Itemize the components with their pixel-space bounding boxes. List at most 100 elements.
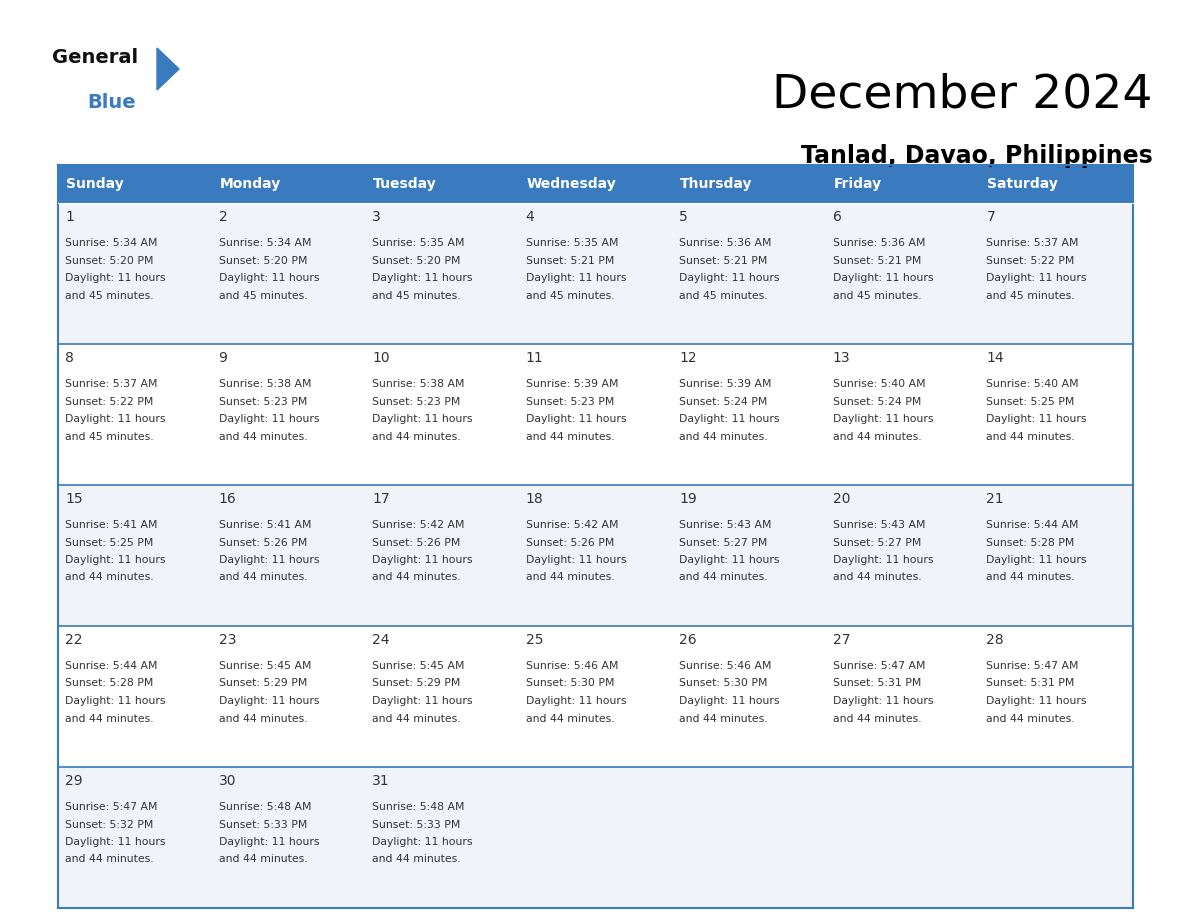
Text: and 44 minutes.: and 44 minutes.	[372, 573, 461, 583]
Text: 26: 26	[680, 633, 697, 647]
Text: and 44 minutes.: and 44 minutes.	[372, 713, 461, 723]
Text: Sunrise: 5:36 AM: Sunrise: 5:36 AM	[680, 238, 772, 248]
Text: 18: 18	[526, 492, 543, 506]
Text: and 44 minutes.: and 44 minutes.	[680, 573, 767, 583]
Text: Daylight: 11 hours: Daylight: 11 hours	[372, 555, 473, 565]
Text: and 44 minutes.: and 44 minutes.	[65, 855, 153, 865]
Text: and 44 minutes.: and 44 minutes.	[833, 431, 922, 442]
Text: Sunset: 5:26 PM: Sunset: 5:26 PM	[372, 538, 461, 547]
Text: Daylight: 11 hours: Daylight: 11 hours	[219, 696, 320, 706]
Text: Daylight: 11 hours: Daylight: 11 hours	[65, 273, 165, 283]
Text: Sunset: 5:21 PM: Sunset: 5:21 PM	[833, 255, 921, 265]
Text: Sunrise: 5:40 AM: Sunrise: 5:40 AM	[986, 379, 1079, 389]
Text: Friday: Friday	[834, 177, 881, 191]
Text: Sunset: 5:25 PM: Sunset: 5:25 PM	[986, 397, 1075, 407]
Text: Daylight: 11 hours: Daylight: 11 hours	[986, 696, 1087, 706]
Text: Sunrise: 5:47 AM: Sunrise: 5:47 AM	[986, 661, 1079, 671]
Text: 7: 7	[986, 210, 996, 224]
Text: Sunset: 5:21 PM: Sunset: 5:21 PM	[680, 255, 767, 265]
Text: Daylight: 11 hours: Daylight: 11 hours	[680, 696, 779, 706]
Text: Daylight: 11 hours: Daylight: 11 hours	[372, 696, 473, 706]
Text: and 45 minutes.: and 45 minutes.	[219, 290, 308, 300]
Text: and 44 minutes.: and 44 minutes.	[680, 713, 767, 723]
Text: Sunrise: 5:37 AM: Sunrise: 5:37 AM	[986, 238, 1079, 248]
Text: and 44 minutes.: and 44 minutes.	[372, 431, 461, 442]
Text: 9: 9	[219, 351, 227, 365]
Text: Tanlad, Davao, Philippines: Tanlad, Davao, Philippines	[801, 144, 1154, 168]
Text: and 44 minutes.: and 44 minutes.	[65, 573, 153, 583]
Text: and 44 minutes.: and 44 minutes.	[833, 573, 922, 583]
Text: and 44 minutes.: and 44 minutes.	[526, 713, 614, 723]
Text: 19: 19	[680, 492, 697, 506]
Text: 14: 14	[986, 351, 1004, 365]
Text: Sunset: 5:24 PM: Sunset: 5:24 PM	[680, 397, 767, 407]
Text: and 44 minutes.: and 44 minutes.	[219, 855, 308, 865]
Text: and 44 minutes.: and 44 minutes.	[986, 713, 1075, 723]
Text: Sunset: 5:21 PM: Sunset: 5:21 PM	[526, 255, 614, 265]
Text: Sunrise: 5:34 AM: Sunrise: 5:34 AM	[65, 238, 158, 248]
Text: Sunrise: 5:36 AM: Sunrise: 5:36 AM	[833, 238, 925, 248]
Text: and 45 minutes.: and 45 minutes.	[986, 290, 1075, 300]
Text: Sunset: 5:22 PM: Sunset: 5:22 PM	[65, 397, 153, 407]
Text: Daylight: 11 hours: Daylight: 11 hours	[986, 555, 1087, 565]
Text: Sunset: 5:20 PM: Sunset: 5:20 PM	[219, 255, 307, 265]
Text: 28: 28	[986, 633, 1004, 647]
Text: Daylight: 11 hours: Daylight: 11 hours	[65, 837, 165, 847]
Text: and 44 minutes.: and 44 minutes.	[219, 431, 308, 442]
Text: and 44 minutes.: and 44 minutes.	[219, 713, 308, 723]
Bar	[58, 165, 1133, 203]
Bar	[58, 626, 1133, 767]
Text: Wednesday: Wednesday	[526, 177, 617, 191]
Text: Sunday: Sunday	[67, 177, 124, 191]
Text: Daylight: 11 hours: Daylight: 11 hours	[372, 414, 473, 424]
Bar	[58, 203, 1133, 344]
Text: 24: 24	[372, 633, 390, 647]
Text: Daylight: 11 hours: Daylight: 11 hours	[372, 837, 473, 847]
Text: 12: 12	[680, 351, 697, 365]
Text: and 45 minutes.: and 45 minutes.	[65, 431, 153, 442]
Text: 23: 23	[219, 633, 236, 647]
Text: and 44 minutes.: and 44 minutes.	[680, 431, 767, 442]
Text: Daylight: 11 hours: Daylight: 11 hours	[372, 273, 473, 283]
Text: Sunrise: 5:44 AM: Sunrise: 5:44 AM	[986, 520, 1079, 530]
Text: 15: 15	[65, 492, 83, 506]
Text: Sunset: 5:26 PM: Sunset: 5:26 PM	[526, 538, 614, 547]
Text: Daylight: 11 hours: Daylight: 11 hours	[986, 414, 1087, 424]
Text: 8: 8	[65, 351, 74, 365]
Text: Sunrise: 5:48 AM: Sunrise: 5:48 AM	[372, 802, 465, 812]
Text: Sunset: 5:27 PM: Sunset: 5:27 PM	[680, 538, 767, 547]
Text: December 2024: December 2024	[772, 72, 1154, 117]
Text: Tuesday: Tuesday	[373, 177, 437, 191]
Text: Sunrise: 5:35 AM: Sunrise: 5:35 AM	[372, 238, 465, 248]
Text: Thursday: Thursday	[681, 177, 753, 191]
Text: 30: 30	[219, 774, 236, 788]
Text: 2: 2	[219, 210, 227, 224]
Text: 3: 3	[372, 210, 381, 224]
Text: Sunrise: 5:38 AM: Sunrise: 5:38 AM	[372, 379, 465, 389]
Text: Daylight: 11 hours: Daylight: 11 hours	[65, 696, 165, 706]
Bar	[58, 344, 1133, 485]
Text: Sunset: 5:28 PM: Sunset: 5:28 PM	[986, 538, 1075, 547]
Text: Sunset: 5:23 PM: Sunset: 5:23 PM	[219, 397, 307, 407]
Text: Sunset: 5:23 PM: Sunset: 5:23 PM	[526, 397, 614, 407]
Text: Sunrise: 5:41 AM: Sunrise: 5:41 AM	[65, 520, 158, 530]
Text: and 44 minutes.: and 44 minutes.	[833, 713, 922, 723]
Text: Daylight: 11 hours: Daylight: 11 hours	[833, 696, 934, 706]
Text: 21: 21	[986, 492, 1004, 506]
Text: Daylight: 11 hours: Daylight: 11 hours	[833, 273, 934, 283]
Text: Sunrise: 5:39 AM: Sunrise: 5:39 AM	[680, 379, 772, 389]
Text: Sunrise: 5:37 AM: Sunrise: 5:37 AM	[65, 379, 158, 389]
Bar	[58, 767, 1133, 908]
Text: 5: 5	[680, 210, 688, 224]
Text: 1: 1	[65, 210, 74, 224]
Text: and 45 minutes.: and 45 minutes.	[680, 290, 767, 300]
Text: Saturday: Saturday	[987, 177, 1059, 191]
Text: General: General	[52, 48, 138, 67]
Text: Daylight: 11 hours: Daylight: 11 hours	[219, 555, 320, 565]
Text: Daylight: 11 hours: Daylight: 11 hours	[833, 414, 934, 424]
Text: and 44 minutes.: and 44 minutes.	[986, 431, 1075, 442]
Text: Sunset: 5:25 PM: Sunset: 5:25 PM	[65, 538, 153, 547]
Text: Daylight: 11 hours: Daylight: 11 hours	[680, 414, 779, 424]
Text: Sunset: 5:24 PM: Sunset: 5:24 PM	[833, 397, 921, 407]
Text: 16: 16	[219, 492, 236, 506]
